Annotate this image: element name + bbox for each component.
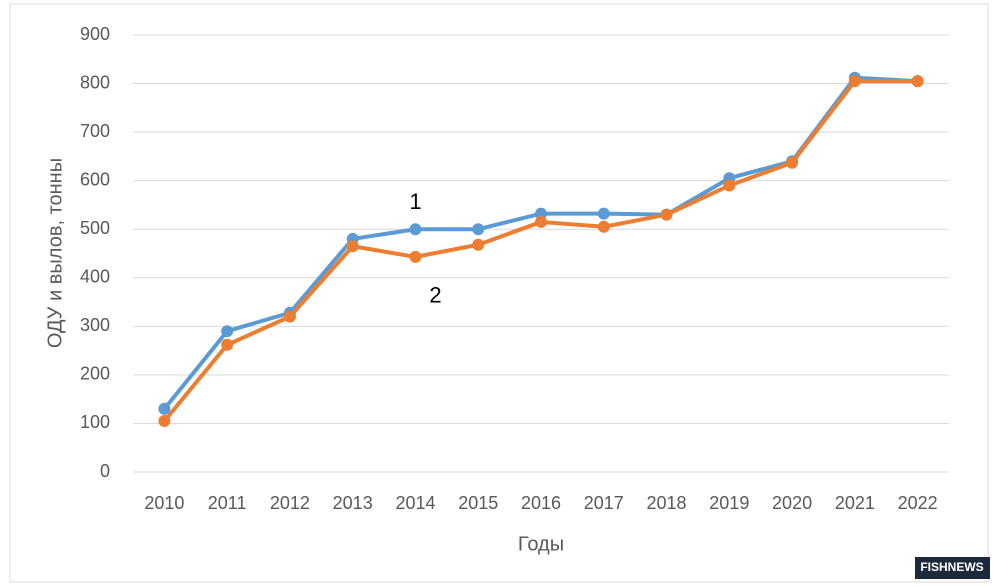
x-tick-label: 2010 [144, 493, 184, 513]
data-point [409, 250, 422, 263]
y-tick-label: 100 [80, 412, 110, 432]
y-tick-label: 400 [80, 267, 110, 287]
data-point [723, 179, 736, 192]
data-point [409, 223, 422, 236]
x-tick-label: 2013 [333, 493, 373, 513]
data-point [535, 207, 547, 220]
x-tick-label: 2014 [395, 493, 435, 513]
y-tick-label: 600 [80, 169, 110, 189]
y-axis-label: ОДУ и вылов, тонны [44, 158, 66, 348]
x-tick-label: 2021 [835, 493, 875, 513]
data-point [472, 223, 485, 236]
x-tick-label: 2020 [772, 493, 812, 513]
y-tick-label: 500 [80, 218, 110, 238]
x-tick-label: 2018 [647, 493, 687, 513]
chart-frame [9, 3, 989, 583]
data-point [346, 240, 359, 253]
data-point [158, 402, 171, 415]
series-label: 2 [429, 283, 441, 308]
data-point [158, 415, 171, 428]
series-label: 1 [409, 189, 421, 214]
data-point [848, 75, 861, 88]
data-point [597, 220, 610, 233]
data-point [221, 338, 234, 351]
watermark-box [915, 557, 990, 579]
y-tick-label: 800 [80, 72, 110, 92]
y-tick-label: 300 [80, 315, 110, 335]
data-point [472, 238, 485, 251]
data-point [535, 215, 547, 228]
y-tick-label: 900 [80, 24, 110, 44]
data-point [283, 310, 296, 323]
x-tick-label: 2022 [898, 493, 938, 513]
data-point [786, 156, 799, 169]
data-point [221, 325, 234, 338]
x-tick-label: 2015 [458, 493, 498, 513]
data-point [597, 207, 610, 220]
data-point [911, 75, 924, 88]
x-tick-label: 2019 [709, 493, 749, 513]
watermark: FISHNEWS [920, 560, 983, 574]
y-tick-label: 200 [80, 364, 110, 384]
x-tick-label: 2011 [208, 493, 247, 513]
y-tick-label: 0 [100, 461, 110, 481]
x-tick-label: 2017 [584, 493, 624, 513]
y-tick-label: 700 [80, 121, 110, 141]
x-axis-label: Годы [518, 533, 564, 555]
data-point [660, 208, 673, 221]
x-tick-label: 2012 [270, 493, 310, 513]
x-tick-label: 2016 [521, 493, 561, 513]
